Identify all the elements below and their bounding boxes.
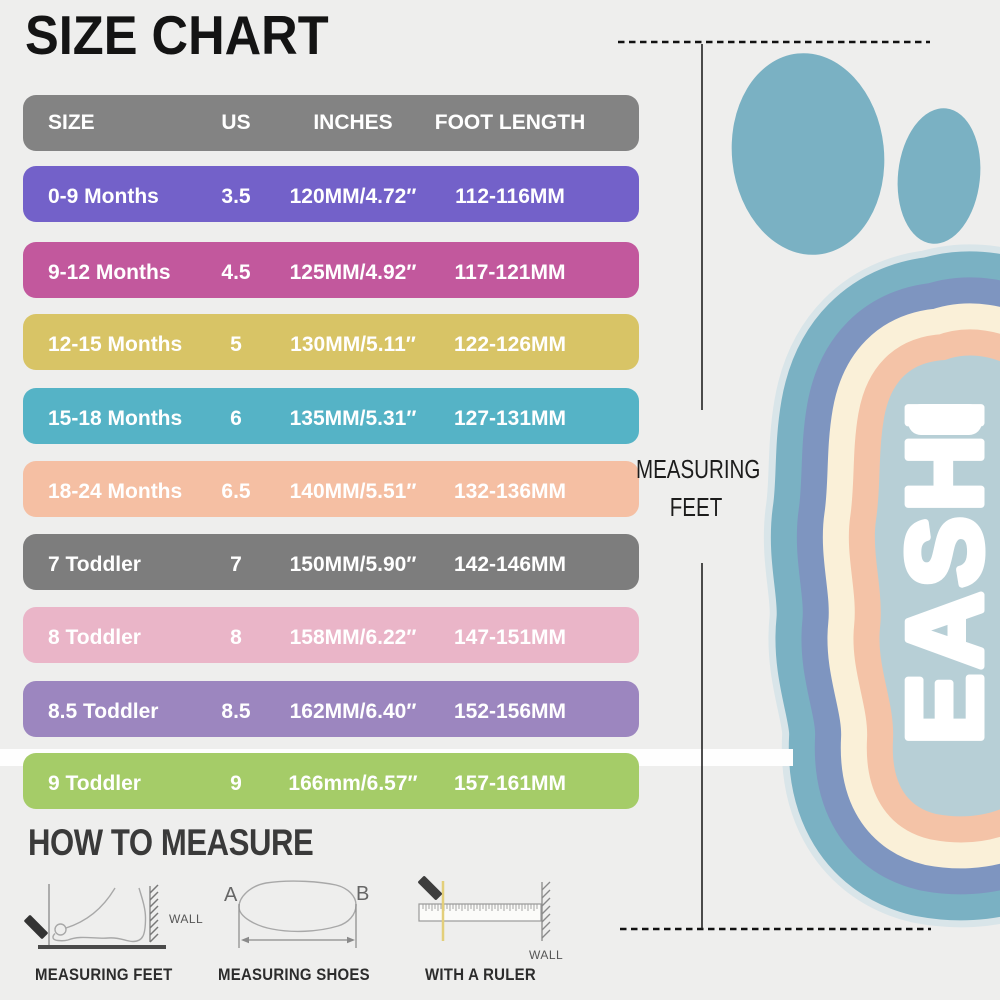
svg-text:A: A [224, 884, 238, 906]
svg-text:EASHI: EASHI [886, 396, 1000, 745]
svg-text:B: B [356, 883, 369, 905]
